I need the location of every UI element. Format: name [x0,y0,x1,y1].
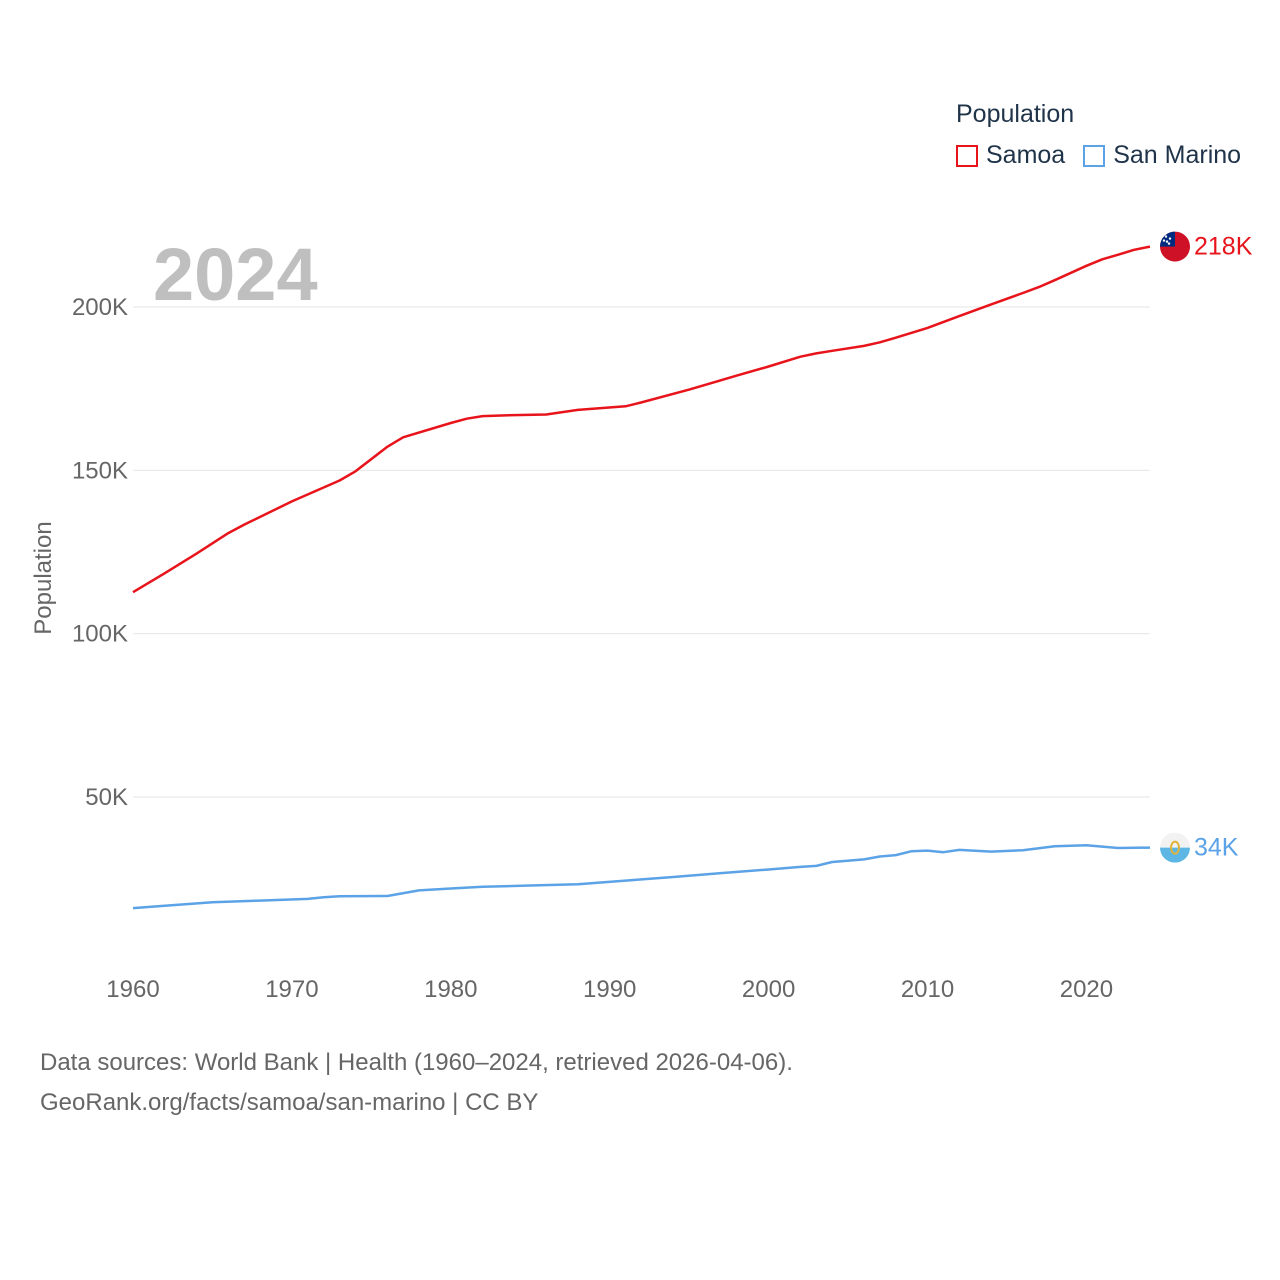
footer: Data sources: World Bank | Health (1960–… [40,1043,793,1123]
y-tick-label: 50K [85,784,128,811]
legend-label-san-marino: San Marino [1113,141,1242,169]
legend-label-samoa: Samoa [986,141,1066,169]
y-axis-label: Population [30,521,57,634]
legend-title: Population [956,100,1075,128]
legend: Population Samoa San Marino [956,100,1259,170]
x-tick-label: 2020 [1060,976,1113,1003]
series-lines [132,245,1151,910]
y-tick-label: 150K [72,457,128,484]
san-marino-flag-icon [1160,832,1190,863]
year-watermark: 2024 [153,233,318,316]
y-tick-label: 200K [72,294,128,321]
x-tick-label: 2010 [901,976,954,1003]
x-tick-label: 1980 [424,976,477,1003]
legend-swatch-san-marino [1083,144,1106,167]
x-tick-label: 1990 [583,976,636,1003]
legend-items: Samoa San Marino [956,141,1259,170]
legend-item-samoa[interactable]: Samoa [956,141,1065,170]
series-end-markers: 218K 34K [1160,231,1253,863]
x-tick-label: 2000 [742,976,795,1003]
end-label-san-marino: 34K [1194,834,1239,862]
data-source-note: Data sources: World Bank | Health (1960–… [40,1049,793,1076]
y-axis-ticks: 50K 100K 150K 200K [72,294,128,811]
end-label-samoa: 218K [1194,233,1253,261]
x-axis-ticks: 1960 1970 1980 1990 2000 2010 2020 [106,976,1113,1003]
x-tick-label: 1960 [106,976,159,1003]
legend-item-san-marino[interactable]: San Marino [1083,141,1241,170]
samoa-flag-icon [1160,231,1190,262]
series-line-samoa [132,245,1151,594]
gridlines [133,306,1150,798]
legend-swatch-samoa [956,144,978,167]
x-tick-label: 1970 [265,976,318,1003]
y-tick-label: 100K [72,621,128,648]
series-line-san-marino [132,844,1151,910]
source-link[interactable]: GeoRank.org/facts/samoa/san-marino | CC … [40,1089,539,1116]
